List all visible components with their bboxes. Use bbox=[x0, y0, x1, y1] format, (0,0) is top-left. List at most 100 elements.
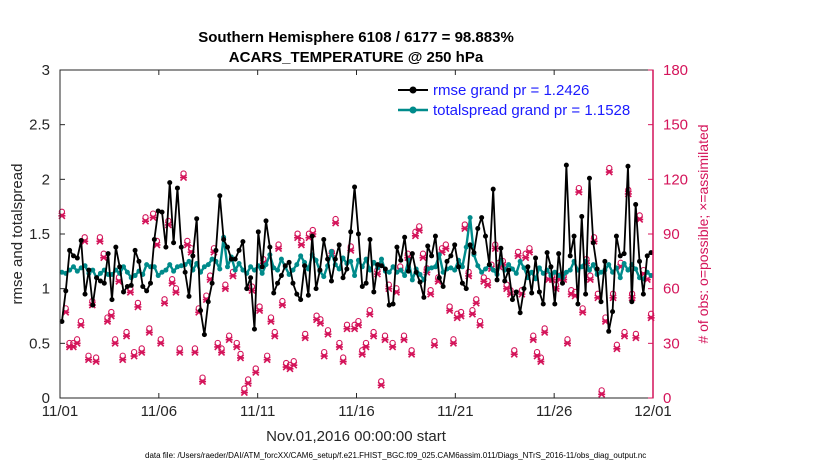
obs-assimilated-point bbox=[442, 245, 450, 253]
rmse-point bbox=[302, 263, 308, 269]
y-axis-label: rmse and totalspread bbox=[9, 164, 26, 305]
obs-assimilated-point bbox=[103, 317, 112, 326]
obs-assimilated-point bbox=[138, 348, 146, 357]
obs-assimilated-point bbox=[217, 348, 226, 357]
obs-possible-point bbox=[149, 210, 157, 217]
rmse-point bbox=[513, 289, 519, 295]
obs-possible-point bbox=[378, 378, 385, 385]
rmse-point bbox=[506, 267, 512, 273]
rmse-point bbox=[94, 275, 100, 281]
spread-point bbox=[171, 268, 177, 274]
obs-assimilated-point bbox=[514, 252, 522, 260]
obs-assimilated-point bbox=[320, 352, 328, 360]
rmse-point bbox=[363, 280, 369, 286]
obs-possible-point bbox=[81, 234, 88, 241]
obs-possible-point bbox=[343, 321, 351, 328]
spread-point bbox=[579, 264, 585, 270]
obs-possible-point bbox=[480, 274, 487, 281]
obs-possible-point bbox=[400, 332, 408, 339]
spread-point bbox=[459, 264, 465, 270]
rmse-point bbox=[317, 267, 323, 273]
spread-point bbox=[174, 264, 180, 270]
obs-assimilated-point bbox=[100, 254, 108, 262]
spread-point bbox=[429, 265, 435, 271]
rmse-point bbox=[417, 279, 423, 285]
rmse-point bbox=[201, 332, 207, 338]
obs-assimilated-point bbox=[236, 354, 245, 362]
rmse-point bbox=[278, 273, 284, 279]
rmse-point bbox=[86, 267, 92, 273]
obs-assimilated-point bbox=[316, 319, 324, 327]
rmse-point bbox=[490, 186, 496, 192]
obs-assimilated-point bbox=[244, 379, 252, 387]
obs-possible-point bbox=[161, 296, 168, 303]
rmse-point bbox=[371, 289, 377, 295]
obs-assimilated-point bbox=[503, 285, 511, 293]
obs-assimilated-point bbox=[366, 310, 374, 318]
obs-possible-point bbox=[176, 345, 183, 352]
rmse-point bbox=[248, 275, 254, 281]
rmse-point bbox=[633, 201, 639, 207]
y-tick-label: 1 bbox=[42, 281, 50, 298]
obs-possible-point bbox=[245, 376, 252, 383]
rmse-point bbox=[113, 244, 119, 250]
rmse-point bbox=[82, 291, 88, 297]
rmse-point bbox=[382, 266, 388, 272]
rmse-point bbox=[340, 275, 346, 281]
obs-possible-point bbox=[92, 354, 100, 361]
obs-assimilated-point bbox=[240, 388, 248, 397]
obs-assimilated-point bbox=[271, 332, 279, 340]
spread-point bbox=[278, 256, 284, 262]
rmse-point bbox=[402, 234, 408, 240]
obs-possible-point bbox=[416, 223, 423, 230]
x-axis-label: Nov.01,2016 00:00:00 start bbox=[266, 428, 447, 445]
y2-tick-label: 90 bbox=[663, 226, 680, 243]
rmse-point bbox=[509, 297, 515, 303]
rmse-point bbox=[159, 209, 165, 215]
obs-possible-point bbox=[66, 339, 73, 347]
rmse-point bbox=[529, 290, 535, 296]
rmse-point bbox=[456, 264, 462, 270]
rmse-point bbox=[209, 280, 215, 286]
rmse-point bbox=[155, 208, 161, 214]
spread-point bbox=[340, 255, 346, 261]
obs-assimilated-point bbox=[122, 332, 131, 340]
obs-assimilated-point bbox=[256, 306, 264, 315]
rmse-point bbox=[590, 240, 596, 246]
spread-point bbox=[209, 256, 215, 262]
rmse-point bbox=[217, 193, 223, 199]
spread-point bbox=[59, 269, 65, 275]
obs-assimilated-point bbox=[389, 343, 397, 351]
spread-line bbox=[61, 216, 652, 282]
spread-point bbox=[448, 265, 454, 271]
rmse-point bbox=[459, 280, 465, 286]
rmse-point bbox=[375, 262, 381, 268]
obs-assimilated-point bbox=[252, 368, 260, 377]
obs-possible-point bbox=[123, 328, 130, 336]
spread-point bbox=[178, 263, 184, 269]
y2-tick-label: 0 bbox=[663, 390, 671, 407]
rmse-point bbox=[267, 244, 273, 250]
spread-point bbox=[132, 273, 138, 279]
rmse-point bbox=[479, 215, 485, 221]
rmse-point bbox=[151, 236, 157, 242]
obs-possible-point bbox=[590, 234, 598, 241]
obs-possible-point bbox=[564, 336, 571, 343]
obs-possible-point bbox=[621, 328, 628, 336]
rmse-point bbox=[521, 286, 527, 292]
y-tick-label: 2 bbox=[42, 171, 50, 188]
obs-possible-point bbox=[514, 248, 522, 256]
obs-assimilated-point bbox=[134, 303, 142, 311]
obs-possible-point bbox=[134, 299, 142, 307]
rmse-point bbox=[78, 238, 84, 244]
obs-assimilated-point bbox=[221, 285, 229, 293]
y-tick-label: 0 bbox=[42, 390, 50, 407]
spread-point bbox=[633, 266, 639, 272]
rmse-point bbox=[109, 297, 115, 303]
obs-assimilated-point bbox=[358, 350, 366, 358]
spread-point bbox=[552, 269, 558, 275]
spread-point bbox=[294, 262, 300, 268]
rmse-point bbox=[544, 250, 550, 256]
rmse-point bbox=[263, 218, 269, 224]
spread-point bbox=[159, 269, 165, 275]
